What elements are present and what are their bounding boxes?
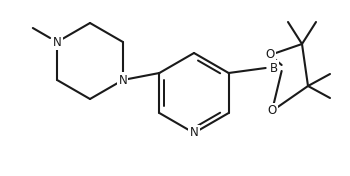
- Text: O: O: [267, 105, 276, 118]
- Text: N: N: [53, 36, 62, 49]
- Text: O: O: [265, 49, 275, 61]
- Text: N: N: [119, 74, 127, 86]
- Text: B: B: [270, 61, 278, 74]
- Text: N: N: [190, 127, 198, 140]
